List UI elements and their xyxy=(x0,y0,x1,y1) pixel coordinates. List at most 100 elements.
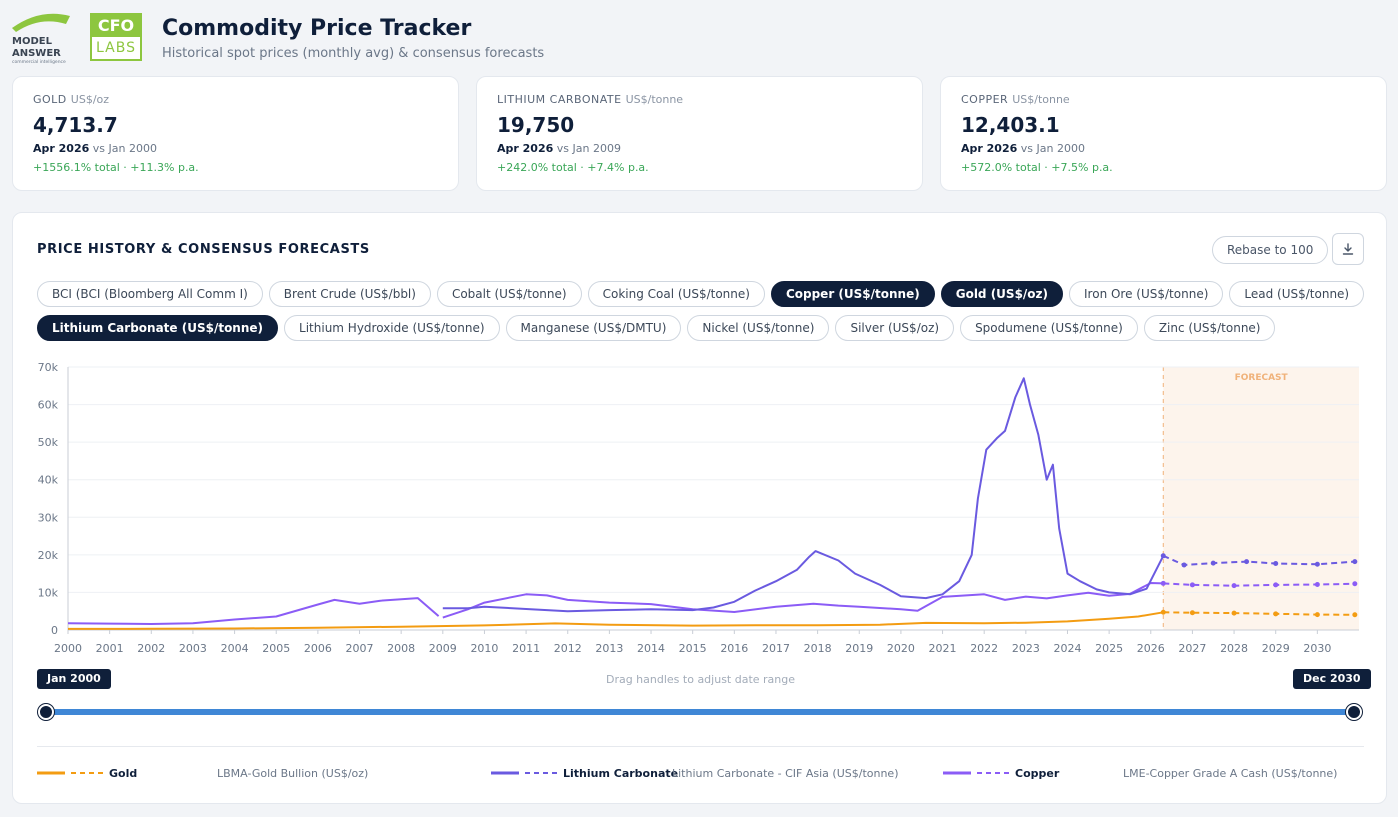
x-tick-label: 2030 xyxy=(1303,642,1331,655)
kpi-card-lithium-carbonate: LITHIUM CARBONATE US$/tonne 19,750 Apr 2… xyxy=(476,76,923,191)
x-tick-label: 2026 xyxy=(1137,642,1165,655)
forecast-line-gold xyxy=(1163,611,1355,616)
page-title: Commodity Price Tracker xyxy=(162,16,472,41)
x-tick-label: 2009 xyxy=(429,642,457,655)
commodity-chip[interactable]: BCI (BCI (Bloomberg All Comm I) xyxy=(37,281,263,307)
legend-swatch-lithium xyxy=(491,771,557,775)
x-tick-label: 2024 xyxy=(1053,642,1081,655)
kpi-label: LITHIUM CARBONATE US$/tonne xyxy=(497,93,684,106)
forecast-point-lithium xyxy=(1352,559,1358,565)
range-end-handle[interactable] xyxy=(1346,704,1362,720)
legend-name: Gold xyxy=(109,767,138,780)
commodity-chip[interactable]: Brent Crude (US$/bbl) xyxy=(268,281,431,307)
legend-name: Copper xyxy=(1015,767,1060,780)
x-tick-label: 2022 xyxy=(970,642,998,655)
y-tick-label: 20k xyxy=(38,549,59,562)
forecast-point-lithium xyxy=(1273,560,1279,566)
x-tick-label: 2008 xyxy=(387,642,415,655)
x-tick-label: 2010 xyxy=(470,642,498,655)
kpi-label: COPPER US$/tonne xyxy=(961,93,1070,106)
range-end-label: Dec 2030 xyxy=(1293,669,1371,689)
forecast-point-copper xyxy=(1189,582,1195,588)
model-answer-logo: MODEL ANSWER commercial intelligence xyxy=(12,13,70,64)
kpi-card-gold: GOLD US$/oz 4,713.7 Apr 2026 vs Jan 2000… xyxy=(12,76,459,191)
x-tick-label: 2025 xyxy=(1095,642,1123,655)
logo-text: MODEL xyxy=(12,36,53,47)
forecast-label: FORECAST xyxy=(1235,373,1289,383)
x-tick-label: 2000 xyxy=(54,642,82,655)
logo-text: commercial intelligence xyxy=(12,59,66,64)
chip-row: BCI (BCI (Bloomberg All Comm I) Brent Cru… xyxy=(37,281,1370,307)
commodity-chip[interactable]: Copper (US$/tonne) xyxy=(770,281,935,307)
commodity-chip[interactable]: Iron Ore (US$/tonne) xyxy=(1069,281,1224,307)
kpi-date: Apr 2026 vs Jan 2000 xyxy=(961,142,1085,155)
y-tick-label: 0 xyxy=(51,624,58,637)
commodity-chip[interactable]: Cobalt (US$/tonne) xyxy=(436,281,582,307)
forecast-point-gold xyxy=(1231,610,1237,616)
commodity-chip[interactable]: Manganese (US$/DMTU) xyxy=(505,315,682,341)
x-tick-label: 2014 xyxy=(637,642,665,655)
chart-panel: PRICE HISTORY & CONSENSUS FORECASTS Reba… xyxy=(12,212,1387,804)
chip-row: Lithium Carbonate (US$/tonne) Lithium Hyd… xyxy=(37,315,1281,341)
forecast-point-gold xyxy=(1160,609,1166,615)
kpi-label: GOLD US$/oz xyxy=(33,93,110,106)
legend-item-lithium-carbonate: Lithium Carbonate Lithium Carbonate - CI… xyxy=(491,766,931,782)
forecast-point-gold xyxy=(1314,612,1320,618)
cfo-logo-top: CFO xyxy=(97,16,135,35)
forecast-point-copper xyxy=(1273,582,1279,588)
commodity-chip[interactable]: Lithium Carbonate (US$/tonne) xyxy=(37,315,279,341)
kpi-date: Apr 2026 vs Jan 2009 xyxy=(497,142,621,155)
x-tick-label: 2015 xyxy=(679,642,707,655)
rebase-button[interactable]: Rebase to 100 xyxy=(1212,236,1329,264)
forecast-point-lithium xyxy=(1314,561,1320,567)
commodity-chip[interactable]: Lead (US$/tonne) xyxy=(1229,281,1365,307)
x-tick-label: 2002 xyxy=(137,642,165,655)
commodity-chip[interactable]: Coking Coal (US$/tonne) xyxy=(587,281,765,307)
range-start-handle[interactable] xyxy=(38,704,54,720)
cfo-logo-bottom: LABS xyxy=(92,37,140,59)
legend-source: LME-Copper Grade A Cash (US$/tonne) xyxy=(1123,767,1338,780)
y-tick-label: 60k xyxy=(38,399,59,412)
commodity-chip[interactable]: Lithium Hydroxide (US$/tonne) xyxy=(284,315,500,341)
x-tick-label: 2019 xyxy=(845,642,873,655)
commodity-chip[interactable]: Spodumene (US$/tonne) xyxy=(960,315,1138,341)
download-button[interactable] xyxy=(1332,233,1364,265)
kpi-date: Apr 2026 vs Jan 2000 xyxy=(33,142,157,155)
y-tick-label: 70k xyxy=(38,361,59,374)
kpi-value: 19,750 xyxy=(497,113,575,137)
x-tick-label: 2017 xyxy=(762,642,790,655)
kpi-change: +1556.1% total · +11.3% p.a. xyxy=(33,161,199,174)
legend-swatch-gold xyxy=(37,771,103,775)
x-tick-label: 2028 xyxy=(1220,642,1248,655)
forecast-point-copper xyxy=(1314,582,1320,588)
price-chart: FORECAST 0 10k 20k 30k 40k 50k 60k 70k 2000 2001 20… xyxy=(38,361,1359,655)
commodity-chip[interactable]: Gold (US$/oz) xyxy=(940,281,1064,307)
range-slider-track[interactable] xyxy=(46,709,1354,715)
kpi-change: +572.0% total · +7.5% p.a. xyxy=(961,161,1113,174)
commodity-chip[interactable]: Nickel (US$/tonne) xyxy=(687,315,830,341)
x-tick-label: 2012 xyxy=(554,642,582,655)
kpi-value: 12,403.1 xyxy=(961,113,1060,137)
commodity-chip[interactable]: Zinc (US$/tonne) xyxy=(1143,315,1276,341)
y-tick-label: 10k xyxy=(38,586,59,599)
legend-item-gold: Gold LBMA-Gold Bullion (US$/oz) xyxy=(37,766,437,782)
forecast-point-lithium xyxy=(1181,562,1187,568)
forecast-point-lithium xyxy=(1244,559,1250,565)
forecast-point-lithium xyxy=(1160,553,1166,559)
commodity-chip[interactable]: Silver (US$/oz) xyxy=(835,315,955,341)
x-tick-label: 2029 xyxy=(1262,642,1290,655)
legend-name: Lithium Carbonate xyxy=(563,767,679,780)
x-tick-label: 2027 xyxy=(1178,642,1206,655)
series-line-lithium xyxy=(442,377,1165,613)
legend-source: Lithium Carbonate - CIF Asia (US$/tonne) xyxy=(672,767,899,780)
y-tick-label: 30k xyxy=(38,511,59,524)
legend-item-copper: Copper LME-Copper Grade A Cash (US$/tonn… xyxy=(943,766,1363,782)
forecast-band xyxy=(1163,367,1359,630)
forecast-line-copper xyxy=(1163,582,1355,587)
x-tick-label: 2016 xyxy=(720,642,748,655)
legend-swatch-copper xyxy=(943,771,1009,775)
forecast-point-copper xyxy=(1231,583,1237,589)
cfo-labs-logo: CFO LABS xyxy=(90,13,142,61)
kpi-card-copper: COPPER US$/tonne 12,403.1 Apr 2026 vs Ja… xyxy=(940,76,1387,191)
range-start-label: Jan 2000 xyxy=(37,669,111,689)
